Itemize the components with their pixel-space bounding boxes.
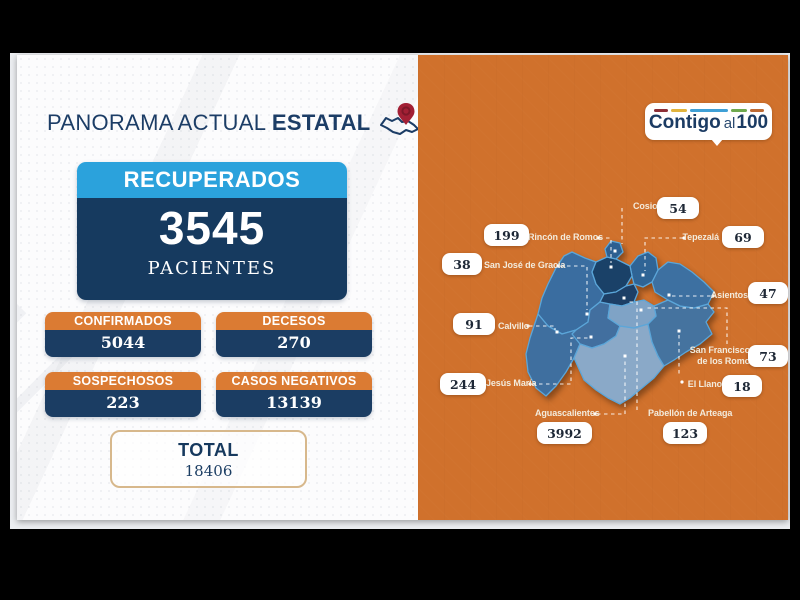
logo-word-al: al <box>723 115 736 132</box>
total-value: 18406 <box>184 462 233 480</box>
recovered-value: 3545 <box>158 202 266 254</box>
municipality-shape-calvillo <box>525 313 581 397</box>
logo-dash <box>689 109 728 112</box>
stat-card-decesos: DECESOS 270 <box>216 312 372 357</box>
connector-line <box>597 359 626 415</box>
page-title-regular: PANORAMA ACTUAL <box>47 109 266 135</box>
muni-value-pill-el-llano: 18 <box>722 375 762 397</box>
slide-background: PANORAMA ACTUAL ESTATAL RECUPERADOS 3545… <box>10 53 790 529</box>
dashboard-card: PANORAMA ACTUAL ESTATAL RECUPERADOS 3545… <box>17 55 788 520</box>
recovered-header: RECUPERADOS <box>77 162 347 198</box>
muni-label-cosio: Cosio <box>633 201 658 211</box>
recovered-unit: PACIENTES <box>147 257 277 279</box>
muni-label-asientos: Asientos <box>710 290 748 300</box>
muni-label-el-llano: El Llano <box>687 379 722 389</box>
municipality-shape-san-francisco-de-los-romo <box>607 299 657 329</box>
stat-value: 223 <box>45 390 201 417</box>
connector-line <box>560 265 588 310</box>
stat-card-confirmados: CONFIRMADOS 5044 <box>45 312 201 357</box>
muni-label-tepezala: Tepezalá <box>682 232 719 242</box>
stat-value: 13139 <box>216 390 372 417</box>
mexico-pin-icon <box>379 101 418 144</box>
connector-line <box>628 301 638 410</box>
total-card: TOTAL 18406 <box>110 430 307 488</box>
map-marker-dot <box>641 273 645 277</box>
muni-value-pill-san-jose-de-gracia: 38 <box>442 253 482 275</box>
muni-label-aguascalientes: Aguascalientes <box>535 408 600 418</box>
map-marker-dot <box>667 293 671 297</box>
map-marker-dot <box>555 330 559 334</box>
muni-value-pill-san-francisco-de-los-romo: 73 <box>748 345 788 367</box>
logo-text: Contigo al100 <box>645 112 772 134</box>
stat-label: DECESOS <box>216 312 372 330</box>
connector-bullets <box>526 236 715 416</box>
muni-label-pabellon-de-arteaga: Pabellón de Arteaga <box>648 408 733 418</box>
connector-line <box>529 325 556 330</box>
muni-value-pill-calvillo: 91 <box>453 313 495 335</box>
total-label: TOTAL <box>178 440 239 460</box>
stats-panel: PANORAMA ACTUAL ESTATAL RECUPERADOS 3545… <box>17 55 418 520</box>
map-marker-dot <box>677 329 681 333</box>
stat-card-casos-negativos: CASOS NEGATIVOS 13139 <box>216 372 372 417</box>
map-marker-dots <box>555 249 681 358</box>
stats-grid: CONFIRMADOS 5044 DECESOS 270 SOSPECHOSOS… <box>45 312 372 417</box>
map-marker-dot <box>622 296 626 300</box>
municipality-shape-pabellon-de-arteaga <box>599 283 639 307</box>
stat-label: SOSPECHOSOS <box>45 372 201 390</box>
page-title-row: PANORAMA ACTUAL ESTATAL <box>47 101 418 144</box>
map-marker-dot <box>639 308 643 312</box>
page-title: PANORAMA ACTUAL ESTATAL <box>47 110 371 136</box>
muni-label-rincon-de-romos: Rincón de Romos <box>528 232 604 242</box>
map-panel: Contigo al100 <box>418 55 788 520</box>
stat-label: CONFIRMADOS <box>45 312 201 330</box>
logo-dash <box>749 109 764 112</box>
connector-line <box>645 307 728 344</box>
stat-value: 5044 <box>45 330 201 357</box>
municipality-shape-tepezala <box>629 251 659 288</box>
connector-line <box>532 337 588 385</box>
muni-value-pill-asientos: 47 <box>748 282 788 304</box>
map-marker-dot <box>589 335 593 339</box>
stat-card-sospechosos: SOSPECHOSOS 223 <box>45 372 201 417</box>
stat-label: CASOS NEGATIVOS <box>216 372 372 390</box>
muni-value-pill-tepezala: 69 <box>722 226 764 248</box>
page-title-bold: ESTATAL <box>271 109 371 135</box>
logo-word-contigo: Contigo <box>648 112 721 133</box>
muni-label-san-jose-de-gracia: San José de Gracia <box>484 260 566 270</box>
logo-dash <box>653 109 668 112</box>
muni-value-pill-aguascalientes: 3992 <box>537 422 592 444</box>
logo-badge: Contigo al100 <box>645 103 772 146</box>
map-marker-dot <box>585 312 589 316</box>
municipality-shape-asientos <box>651 261 715 309</box>
map-marker-dot <box>609 265 613 269</box>
connector-line <box>599 237 612 263</box>
recovered-card: RECUPERADOS 3545 PACIENTES <box>77 162 347 300</box>
muni-label-jesus-maria: Jesús María <box>486 378 537 388</box>
state-map <box>525 208 728 416</box>
recovered-body: 3545 PACIENTES <box>77 198 347 300</box>
connector-line <box>644 237 683 271</box>
muni-value-pill-pabellon-de-arteaga: 123 <box>663 422 707 444</box>
stat-value: 270 <box>216 330 372 357</box>
muni-label-calvillo: Calvillo <box>498 321 530 331</box>
logo-word-100: 100 <box>736 112 769 133</box>
muni-value-pill-cosio: 54 <box>657 197 699 219</box>
logo-dash <box>730 109 747 112</box>
map-marker-dot <box>613 249 617 253</box>
muni-value-pill-rincon-de-romos: 199 <box>484 224 529 246</box>
logo-dashes <box>645 109 772 112</box>
muni-label-san-francisco-de-los-romo: San Francisco de los Romo <box>689 345 750 366</box>
connector-lines <box>529 208 728 415</box>
logo-dash <box>670 109 687 112</box>
map-marker-dot <box>623 354 627 358</box>
muni-value-pill-jesus-maria: 244 <box>440 373 486 395</box>
